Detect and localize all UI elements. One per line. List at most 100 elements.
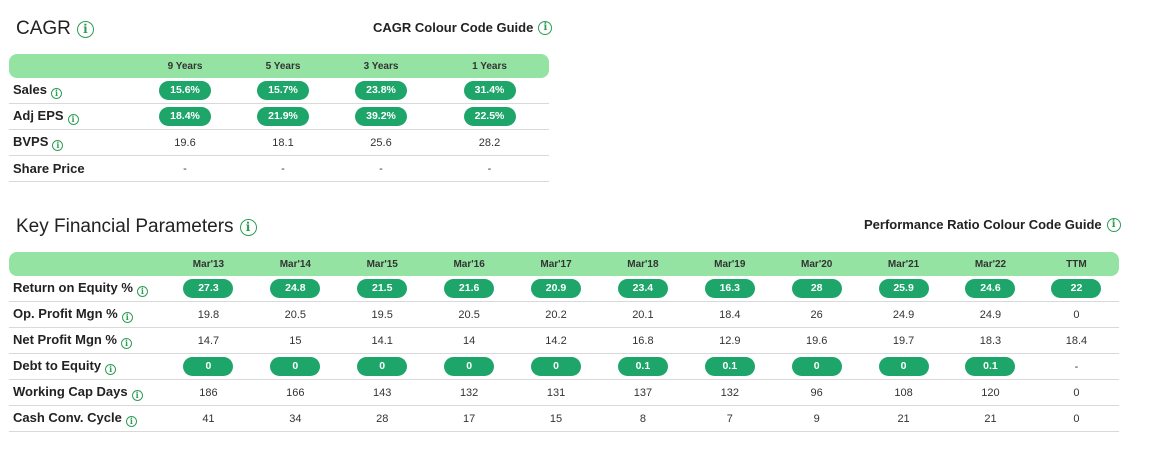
cell-value: 17 [462, 412, 476, 425]
table-cell: 24.8 [251, 276, 339, 302]
table-cell: - [234, 155, 332, 182]
value-pill: 0.1 [965, 357, 1016, 376]
row-label: Working Cap Days i [9, 379, 165, 406]
info-icon[interactable]: i [50, 87, 62, 99]
header-corner [9, 252, 165, 276]
table-cell: 19.6 [773, 327, 861, 354]
info-icon[interactable]: i [52, 139, 64, 151]
cell-value: 18.4 [1065, 334, 1088, 347]
table-cell: 31.4% [430, 78, 549, 104]
info-icon[interactable]: i [105, 363, 117, 375]
table-cell: 137 [599, 379, 687, 406]
info-icon[interactable]: i [125, 415, 137, 427]
cagr-table: 9 Years 5 Years 3 Years 1 Years Sales i 15.6%… [9, 54, 549, 182]
table-cell: 21 [947, 405, 1034, 432]
table-cell: 21.6 [425, 276, 513, 302]
info-icon[interactable]: i [131, 389, 143, 401]
cell-value: 7 [726, 412, 733, 425]
row-label-text: Net Profit Mgn % [13, 332, 117, 348]
table-cell: 34 [251, 405, 339, 432]
row-label: Sales i [9, 78, 136, 104]
cell-value: 19.5 [371, 308, 393, 321]
info-icon[interactable]: i [538, 20, 553, 35]
cell-value: 21 [984, 412, 997, 425]
table-cell: 186 [165, 379, 252, 406]
info-icon[interactable]: i [239, 218, 257, 236]
table-cell: 18.4% [136, 103, 234, 130]
header-corner [9, 54, 136, 78]
table-cell: 14 [425, 327, 513, 354]
table-cell: 96 [773, 379, 861, 406]
cell-value: 19.8 [197, 308, 220, 321]
table-cell: 0 [860, 353, 948, 380]
info-icon[interactable]: i [121, 337, 132, 349]
table-cell: 0 [773, 353, 861, 380]
cell-value: 24.9 [892, 308, 915, 321]
cell-value: - [183, 162, 187, 175]
cell-value: 20.5 [284, 308, 307, 321]
cell-value: 0 [1073, 412, 1080, 425]
kfp-header-row: Mar'13 Mar'14 Mar'15 Mar'16 Mar'17 Mar'18 Mar'… [9, 252, 1119, 276]
row-label-text: Adj EPS [13, 108, 64, 124]
table-cell: 18.1 [234, 129, 332, 156]
cell-value: 14 [462, 334, 476, 347]
table-row: BVPS i 19.6 18.1 25.6 28.2 [9, 129, 549, 156]
table-cell: 25.9 [860, 276, 948, 302]
table-cell: 26 [773, 301, 861, 328]
value-pill: 39.2% [355, 107, 407, 126]
table-row: Net Profit Mgn % i 14.7 15 14.1 14 14.2 16.8 12.… [9, 327, 1119, 354]
info-icon[interactable]: i [1106, 217, 1121, 232]
info-icon[interactable]: i [136, 285, 148, 297]
cell-value: 0 [1073, 308, 1080, 321]
table-cell: 16.8 [599, 327, 687, 354]
row-label: Op. Profit Mgn % i [9, 301, 165, 328]
row-label: Debt to Equity i [9, 353, 165, 380]
table-cell: 19.6 [136, 129, 234, 156]
table-cell: 0 [425, 353, 513, 380]
table-cell: 12.9 [686, 327, 774, 354]
column-header: Mar'13 [165, 252, 252, 276]
cell-value: 15 [289, 334, 302, 347]
table-cell: 7 [686, 405, 774, 432]
cagr-colour-guide[interactable]: CAGR Colour Code Guide i [373, 20, 553, 35]
table-cell: 0 [338, 353, 426, 380]
table-cell: 14.1 [338, 327, 426, 354]
table-cell: 15.7% [234, 78, 332, 104]
cell-value: 28.2 [478, 136, 501, 149]
cagr-header-row: 9 Years 5 Years 3 Years 1 Years [9, 54, 549, 78]
table-row: Debt to Equity i 0 0 0 0 0 0.1 0.1 0 0 0.1 - [9, 353, 1119, 380]
cell-value: 166 [286, 386, 305, 399]
cell-value: 20.1 [632, 308, 654, 321]
table-cell: 18.4 [686, 301, 774, 328]
value-pill: 0 [878, 357, 929, 376]
table-cell: 20.9 [512, 276, 600, 302]
column-header: 3 Years [332, 54, 430, 78]
cell-value: 20.5 [458, 308, 480, 321]
cell-value: 14.7 [197, 334, 220, 347]
value-pill: 0.1 [704, 357, 755, 376]
value-pill: 16.3 [704, 279, 755, 298]
kfp-title: Key Financial Parameters i [16, 216, 257, 238]
value-pill: 0 [444, 357, 495, 376]
cell-value: 25.6 [370, 136, 392, 149]
cell-value: 20.2 [545, 308, 567, 321]
table-cell: 15 [512, 405, 600, 432]
table-cell: 22 [1033, 276, 1119, 302]
info-icon[interactable]: i [121, 311, 133, 323]
table-cell: 166 [251, 379, 339, 406]
row-label: BVPS i [9, 129, 136, 156]
table-cell: - [430, 155, 549, 182]
column-header: Mar'19 [686, 252, 774, 276]
row-label-text: Return on Equity % [13, 280, 133, 296]
info-icon[interactable]: i [67, 113, 79, 125]
column-header: 1 Years [430, 54, 549, 78]
cell-value: 24.9 [979, 308, 1002, 321]
table-cell: 23.8% [332, 78, 430, 104]
info-icon[interactable]: i [76, 20, 94, 38]
cell-value: 19.6 [805, 334, 828, 347]
table-cell: 20.5 [425, 301, 513, 328]
cell-value: 26 [810, 308, 823, 321]
performance-colour-guide[interactable]: Performance Ratio Colour Code Guide i [864, 217, 1121, 232]
value-pill: 18.4% [159, 107, 211, 126]
cell-value: 14.1 [371, 334, 393, 347]
